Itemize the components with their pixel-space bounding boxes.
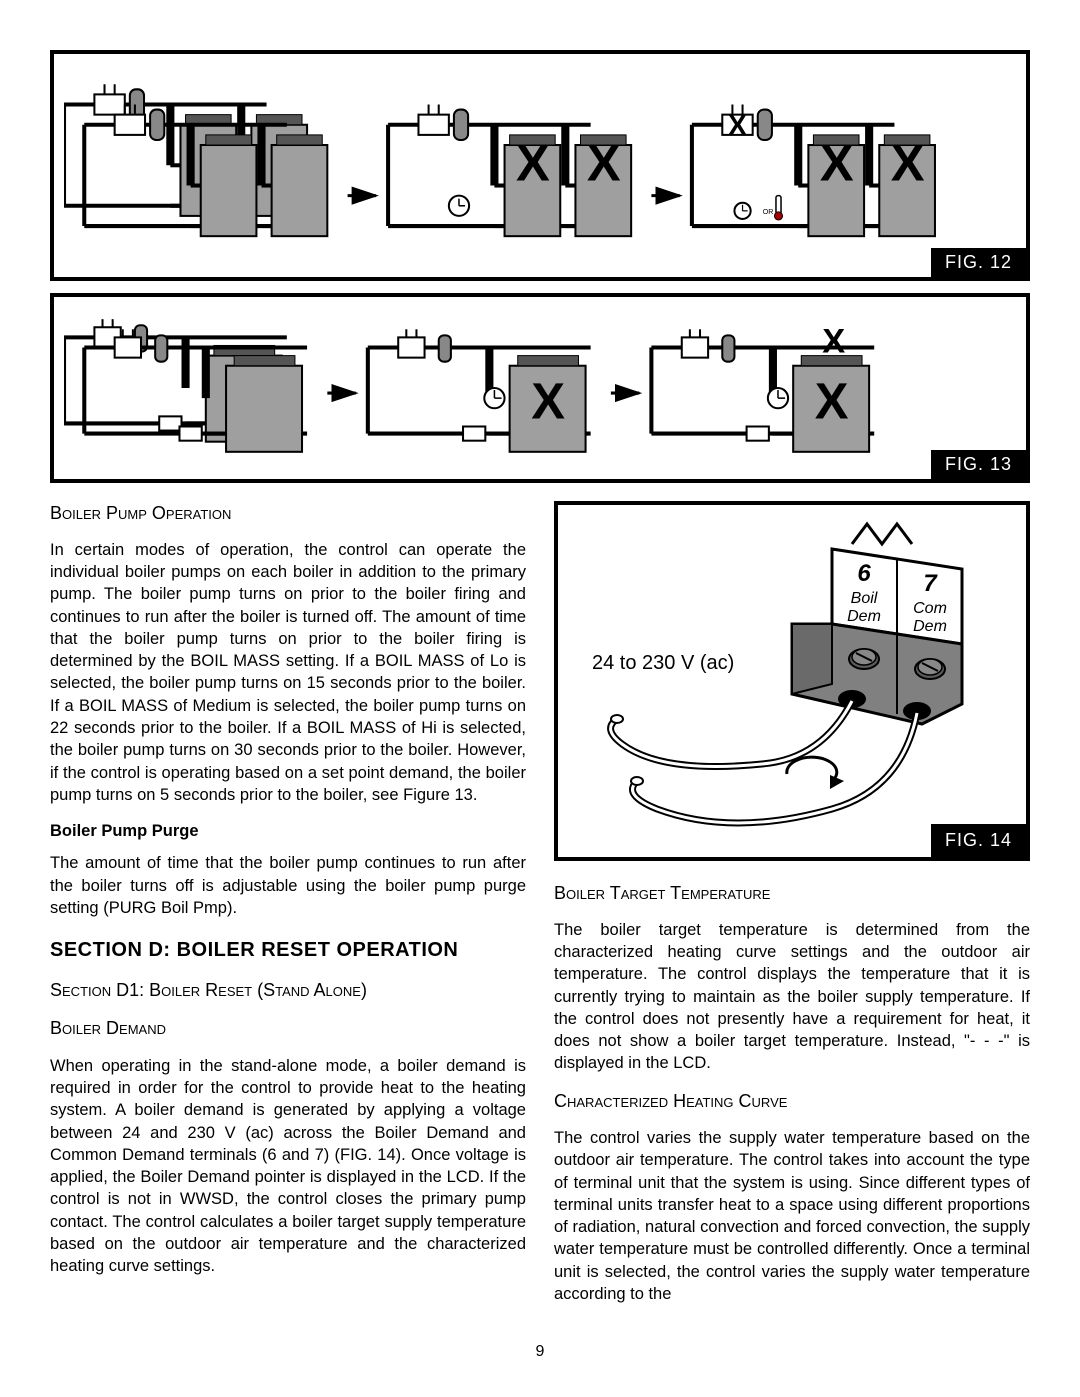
svg-text:7: 7 (923, 570, 938, 597)
svg-text:X: X (822, 322, 845, 360)
right-column: 6 7 Boil Dem Com Dem (554, 501, 1030, 1320)
heading-pump-purge: Boiler Pump Purge (50, 820, 526, 842)
figure-14-box: 6 7 Boil Dem Com Dem (554, 501, 1030, 861)
figure-13-box: X X X FIG. 13 (50, 293, 1030, 483)
svg-text:Dem: Dem (913, 618, 947, 635)
svg-text:X: X (891, 134, 925, 191)
svg-text:OR: OR (763, 208, 774, 216)
svg-text:X: X (516, 134, 550, 191)
svg-text:Dem: Dem (847, 608, 881, 625)
para-heating-curve: The control varies the supply water temp… (554, 1127, 1030, 1305)
svg-text:X: X (587, 134, 621, 191)
svg-text:Com: Com (913, 600, 947, 617)
figure-14-label: FIG. 14 (931, 824, 1026, 856)
section-d1-heading: Section D1: Boiler Reset (Stand Alone) (50, 978, 526, 1002)
para-pump-operation: In certain modes of operation, the contr… (50, 539, 526, 806)
figure-12-label: FIG. 12 (931, 248, 1026, 277)
figure-12-box: X X X X X OR FIG. 12 (50, 50, 1030, 281)
heading-pump-operation: Boiler Pump Operation (50, 501, 526, 525)
section-d-title: SECTION D: BOILER RESET OPERATION (50, 937, 526, 964)
figure-13-label: FIG. 13 (931, 450, 1026, 479)
content-columns: Boiler Pump Operation In certain modes o… (50, 501, 1030, 1320)
para-boiler-demand: When operating in the stand-alone mode, … (50, 1055, 526, 1278)
heading-boiler-demand: Boiler Demand (50, 1016, 526, 1040)
heading-target-temp: Boiler Target Temperature (554, 881, 1030, 905)
page-number: 9 (50, 1343, 1030, 1361)
svg-text:X: X (820, 134, 854, 191)
left-column: Boiler Pump Operation In certain modes o… (50, 501, 526, 1320)
figure-14-diagram: 6 7 Boil Dem Com Dem (572, 519, 1012, 849)
svg-text:X: X (531, 372, 565, 429)
svg-text:24 to 230 V (ac): 24 to 230 V (ac) (592, 652, 734, 674)
svg-text:6: 6 (857, 560, 871, 587)
heading-heating-curve: Characterized Heating Curve (554, 1089, 1030, 1113)
para-target-temp: The boiler target temperature is determi… (554, 919, 1030, 1075)
svg-text:X: X (728, 110, 747, 142)
svg-text:Boil: Boil (851, 590, 878, 607)
para-pump-purge: The amount of time that the boiler pump … (50, 852, 526, 919)
figure-12-diagram: X X X X X OR (64, 64, 1016, 267)
svg-text:X: X (815, 372, 849, 429)
figure-13-diagram: X X X (64, 307, 1016, 469)
